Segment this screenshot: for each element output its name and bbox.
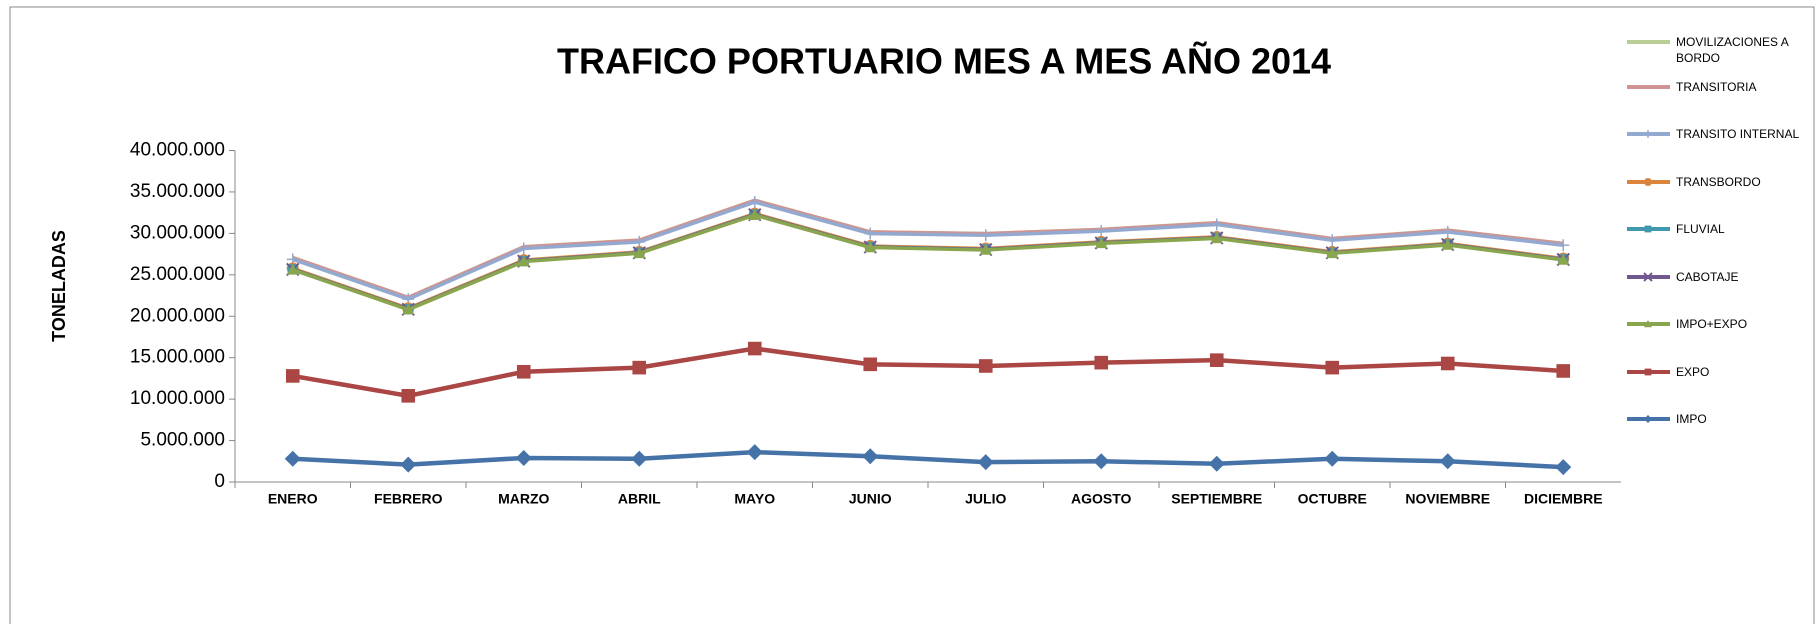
x-tick-label: MARZO [498, 491, 549, 507]
marker [1556, 364, 1571, 378]
marker [517, 255, 530, 267]
y-tick-label: 20.000.000 [130, 305, 225, 326]
legend-label: CABOTAJE [1676, 270, 1739, 284]
series-line [292, 449, 1564, 470]
marker [1324, 450, 1341, 467]
marker [1557, 239, 1570, 252]
x-tick-label: MAYO [734, 491, 775, 507]
y-tick-label: 15.000.000 [130, 347, 225, 368]
legend-label: FLUVIAL [1676, 222, 1725, 236]
marker [401, 389, 416, 403]
y-tick-label: 10.000.000 [130, 388, 225, 409]
series-line [292, 346, 1564, 399]
y-tick-label: 35.000.000 [130, 181, 225, 202]
x-tick-label: OCTUBRE [1298, 491, 1367, 507]
marker [632, 360, 647, 375]
marker [402, 303, 415, 315]
marker [864, 227, 877, 240]
legend-label: IMPO [1676, 412, 1707, 426]
x-tick-label: FEBRERO [374, 491, 443, 507]
marker [1326, 247, 1339, 259]
series-line [292, 213, 1564, 312]
marker [1557, 253, 1570, 265]
marker [286, 263, 299, 275]
y-tick-label: 25.000.000 [130, 264, 225, 285]
marker [979, 243, 992, 255]
marker [979, 229, 992, 242]
marker [633, 247, 646, 259]
marker [631, 450, 648, 467]
x-tick-label: JULIO [965, 491, 1006, 507]
marker [1644, 130, 1652, 138]
legend-label: MOVILIZACIONES A BORDO [1676, 35, 1789, 65]
marker [1441, 238, 1454, 250]
x-tick-label: JUNIO [849, 491, 892, 507]
marker [515, 449, 532, 466]
x-tick-label: ABRIL [618, 491, 661, 507]
marker [284, 450, 301, 467]
y-tick-label: 0 [214, 471, 225, 492]
y-axis-label: TONELADAS [49, 230, 69, 342]
marker [517, 242, 530, 255]
marker [1555, 459, 1572, 476]
y-tick-label: 30.000.000 [130, 222, 225, 243]
marker [1094, 355, 1109, 370]
marker [1209, 353, 1224, 367]
marker [1210, 218, 1223, 231]
legend-label: EXPO [1676, 365, 1710, 379]
x-tick-label: DICIEMBRE [1524, 491, 1603, 507]
marker [1441, 225, 1454, 238]
marker [1326, 234, 1339, 247]
x-tick-label: ENERO [268, 491, 318, 507]
marker [1093, 453, 1110, 470]
marker [1440, 356, 1455, 371]
y-tick-label: 40.000.000 [130, 140, 225, 161]
marker [1644, 178, 1652, 186]
x-tick-label: NOVIEMBRE [1405, 491, 1490, 507]
marker [1325, 360, 1340, 375]
x-tick-label: SEPTIEMBRE [1171, 491, 1262, 507]
marker [1643, 272, 1653, 282]
marker [862, 448, 879, 465]
marker [1644, 225, 1652, 233]
marker [400, 456, 417, 473]
marker [748, 209, 761, 220]
chart-border [9, 6, 1815, 624]
legend-label: TRANSITORIA [1676, 80, 1757, 94]
marker [1095, 237, 1108, 249]
marker [285, 369, 300, 383]
marker [978, 359, 993, 373]
marker [1210, 232, 1223, 244]
marker [1644, 368, 1652, 376]
marker [1208, 455, 1225, 472]
x-tick-label: AGOSTO [1071, 491, 1132, 507]
legend-label: TRANSBORDO [1676, 175, 1761, 189]
y-tick-label: 5.000.000 [140, 430, 225, 451]
legend-label: IMPO+EXPO [1676, 317, 1748, 331]
legend-label: TRANSITO INTERNAL [1676, 127, 1800, 141]
marker [1439, 453, 1456, 470]
marker [977, 454, 994, 471]
marker [747, 341, 762, 356]
marker [863, 357, 878, 372]
marker [746, 444, 763, 461]
marker [1644, 320, 1652, 328]
marker [1644, 415, 1652, 423]
marker [516, 364, 531, 379]
marker [864, 241, 877, 253]
marker [1095, 225, 1108, 238]
chart-title: TRAFICO PORTUARIO MES A MES AÑO 2014 [557, 40, 1331, 82]
series-line [292, 200, 1564, 302]
marker [748, 196, 761, 209]
